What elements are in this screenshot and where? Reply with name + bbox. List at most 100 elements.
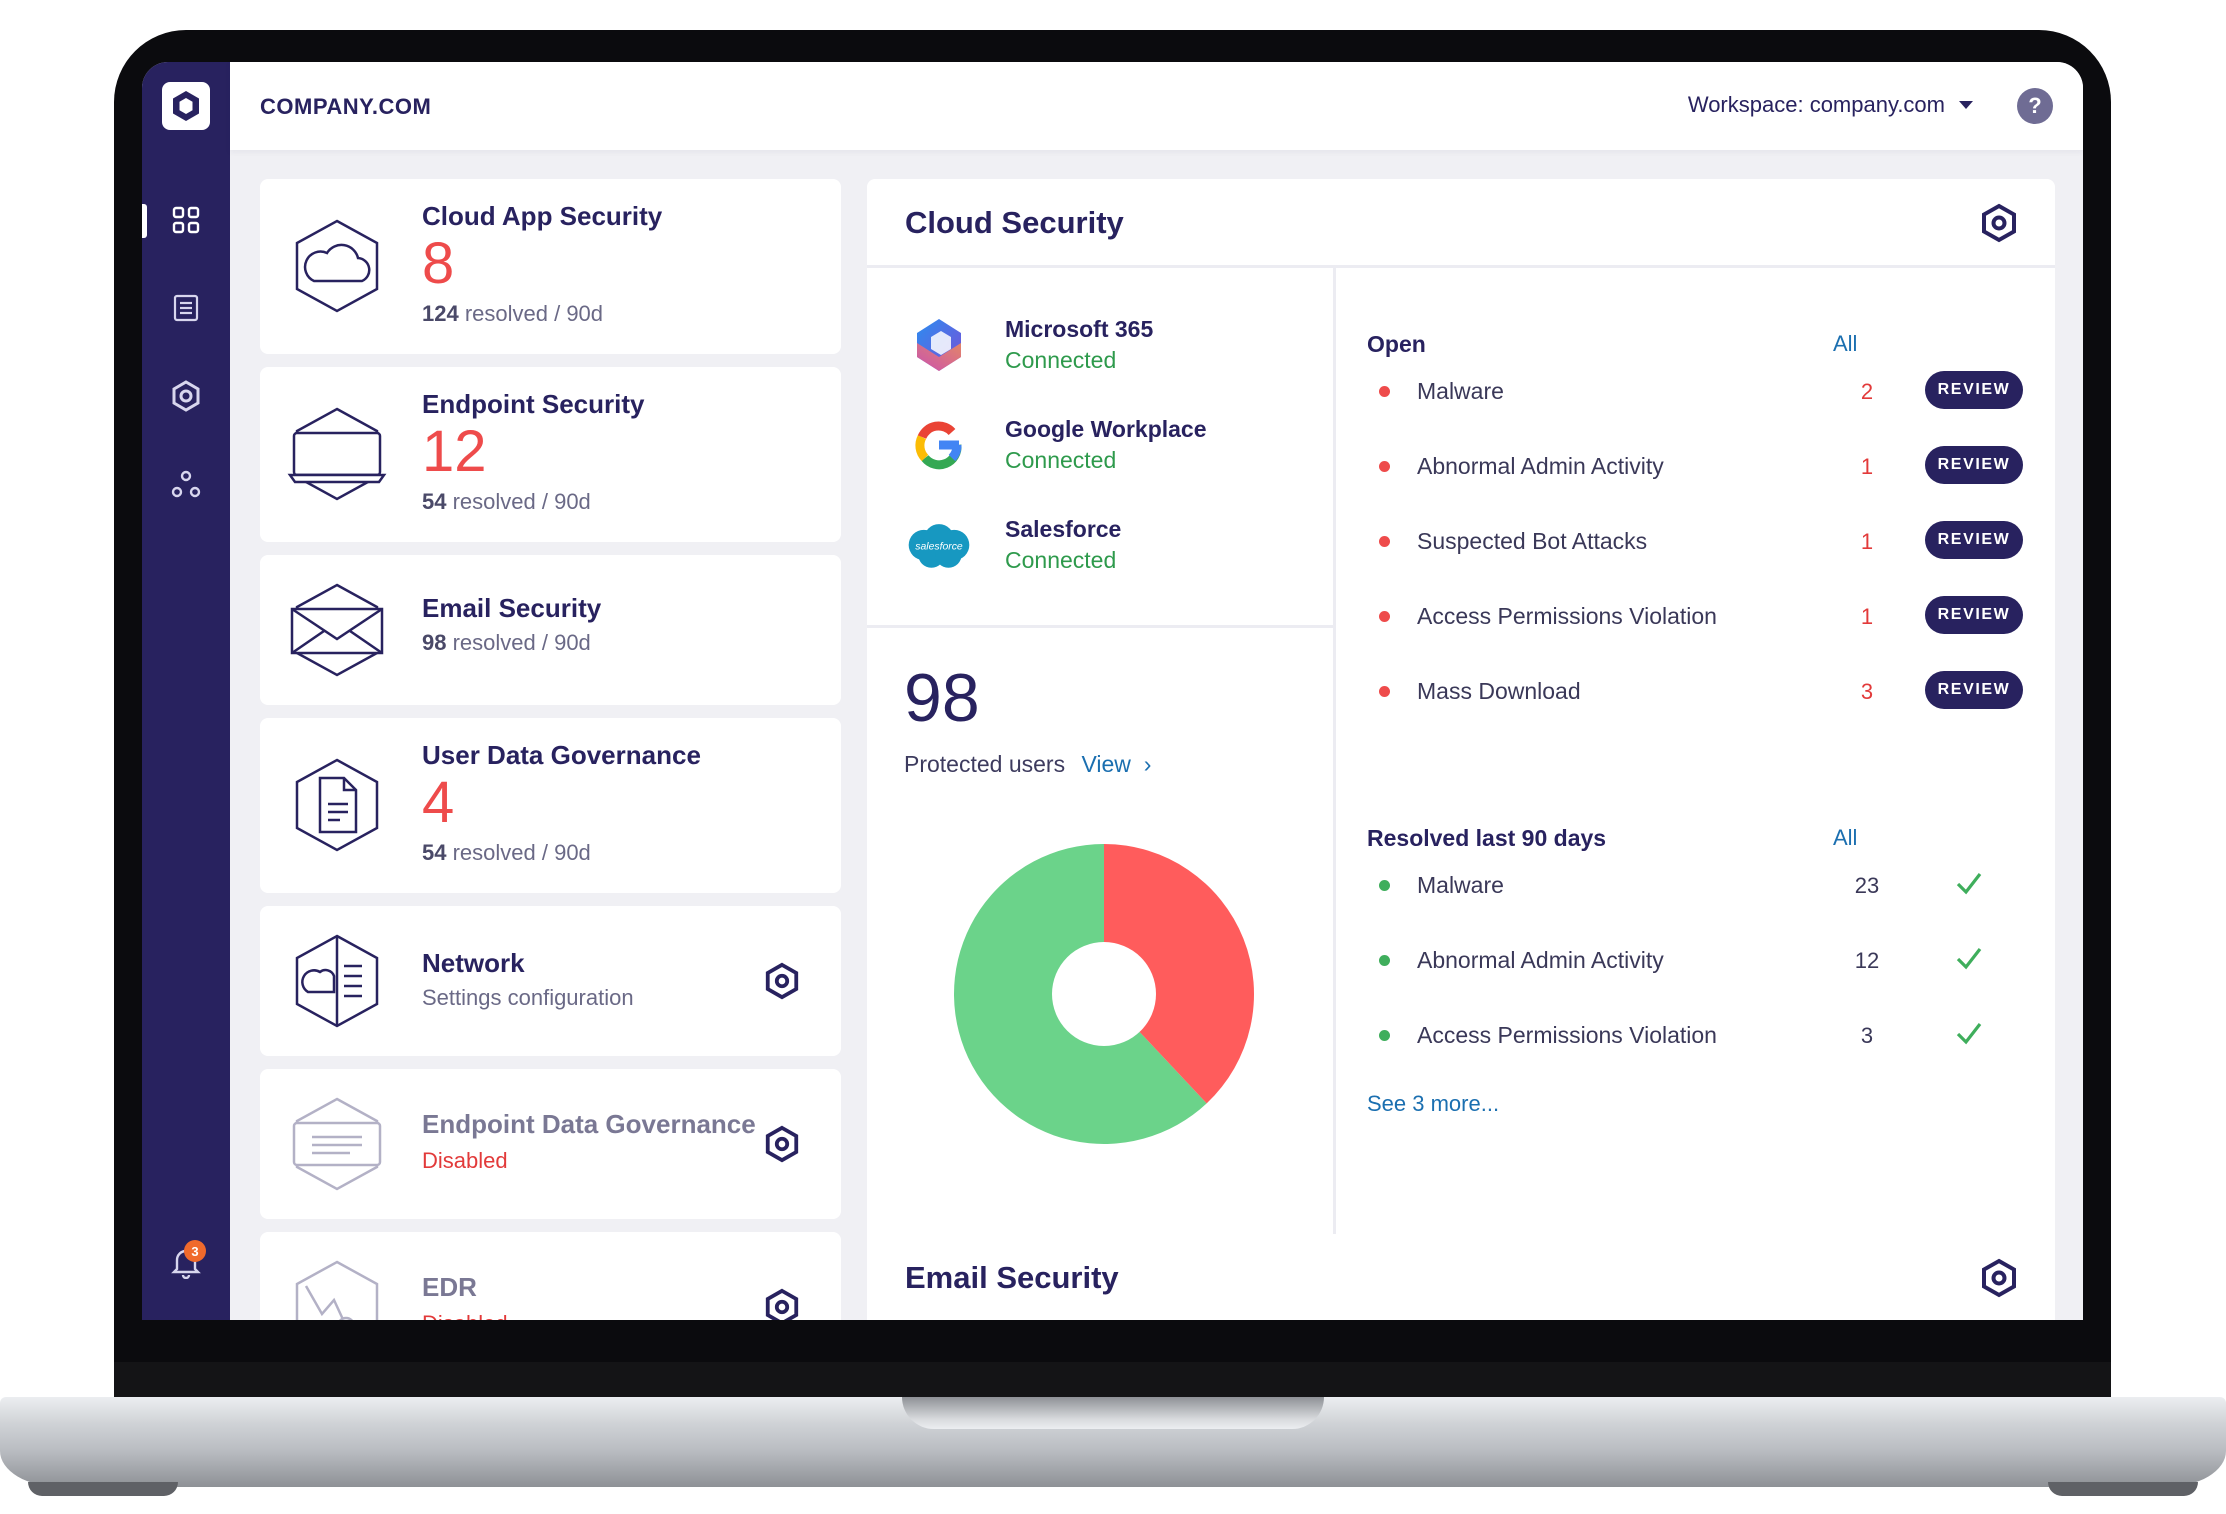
connection-google-workplace[interactable]: Google Workplace Connected — [903, 409, 1207, 481]
salesforce-logo-text: salesforce — [915, 542, 963, 553]
chevron-right-icon: › — [1143, 751, 1152, 777]
divider — [867, 265, 2055, 268]
open-alert-row[interactable]: Abnormal Admin Activity 1 REVIEW — [1367, 446, 2027, 486]
resolved-alert-row[interactable]: Access Permissions Violation 3 — [1367, 1015, 2027, 1055]
module-title: Endpoint Data Governance — [422, 1109, 756, 1139]
connection-microsoft-365[interactable]: Microsoft 365 Connected — [903, 309, 1153, 381]
status-dot — [1379, 686, 1390, 697]
resolved-all-link[interactable]: All — [1833, 825, 1858, 850]
module-title: Endpoint Security — [422, 389, 645, 419]
notifications-button[interactable]: 3 — [164, 1240, 208, 1284]
connection-status: Connected — [1005, 447, 1117, 473]
protected-users-count: 98 — [904, 660, 980, 736]
alert-count: 2 — [1860, 379, 1874, 404]
hex-gear-icon — [172, 380, 200, 412]
laptop-notch — [902, 1397, 1324, 1429]
view-users-link[interactable]: View › — [1081, 751, 1152, 777]
protected-users-row: Protected users View › — [904, 751, 1151, 778]
cloud-hexagon-icon — [295, 219, 379, 313]
alert-count: 3 — [1860, 679, 1874, 704]
email-security-panel: Email Security — [867, 1234, 2055, 1320]
review-button[interactable]: REVIEW — [1925, 521, 2023, 559]
hex-gear-icon[interactable] — [1979, 203, 2019, 243]
module-resolved-text: 54 resolved / 90d — [422, 839, 591, 865]
status-dot — [1379, 880, 1390, 891]
module-card-user-data-governance[interactable]: User Data Governance 4 54 resolved / 90d — [260, 718, 841, 893]
open-heading: Open — [1367, 331, 1426, 357]
connection-salesforce[interactable]: salesforce Salesforce Connected — [903, 509, 1121, 581]
sidebar-item-reports[interactable] — [142, 280, 230, 336]
app-logo[interactable] — [162, 82, 210, 130]
module-alert-count: 4 — [422, 770, 455, 835]
status-dot — [1379, 536, 1390, 547]
module-card-network[interactable]: Network Settings configuration — [260, 906, 841, 1056]
status-dot — [1379, 955, 1390, 966]
alert-count: 1 — [1860, 604, 1874, 629]
module-card-endpoint-security[interactable]: Endpoint Security 12 54 resolved / 90d — [260, 367, 841, 542]
salesforce-logo-icon: salesforce — [903, 509, 975, 581]
notification-count-badge: 3 — [184, 1240, 206, 1262]
laptop-foot-right — [2048, 1482, 2198, 1496]
open-alert-row[interactable]: Access Permissions Violation 1 REVIEW — [1367, 596, 2027, 636]
alert-count: 1 — [1860, 454, 1874, 479]
connection-name: Microsoft 365 — [1005, 316, 1154, 342]
network-server-hexagon-icon — [295, 934, 379, 1028]
connection-name: Salesforce — [1005, 516, 1122, 542]
nodes-icon — [171, 470, 201, 498]
status-dot — [1379, 611, 1390, 622]
open-alert-row[interactable]: Suspected Bot Attacks 1 REVIEW — [1367, 521, 2027, 561]
workspace-label: Workspace: company.com — [1687, 92, 1945, 117]
checkmark-icon — [1956, 873, 1982, 895]
divider — [867, 625, 1333, 628]
alert-label: Access Permissions Violation — [1417, 603, 1717, 629]
module-card-email-security[interactable]: Email Security 98 resolved / 90d — [260, 555, 841, 705]
hex-gear-icon[interactable] — [1979, 1258, 2019, 1298]
connection-status: Connected — [1005, 347, 1117, 373]
resolved-heading: Resolved last 90 days — [1367, 825, 1607, 851]
open-alert-row[interactable]: Malware 2 REVIEW — [1367, 371, 2027, 411]
review-button[interactable]: REVIEW — [1925, 596, 2023, 634]
resolved-alert-row[interactable]: Abnormal Admin Activity 12 — [1367, 940, 2027, 980]
module-alert-count: 12 — [422, 419, 487, 484]
module-title: Email Security — [422, 593, 602, 623]
review-button[interactable]: REVIEW — [1925, 371, 2023, 409]
hex-gear-icon[interactable] — [763, 1288, 801, 1320]
alert-label: Malware — [1417, 378, 1504, 404]
monitor-hexagon-icon — [292, 1097, 382, 1191]
microsoft-365-logo-icon — [903, 309, 975, 381]
module-card-endpoint-data-governance[interactable]: Endpoint Data Governance Disabled — [260, 1069, 841, 1219]
alert-label: Malware — [1417, 872, 1504, 898]
module-title: Cloud App Security — [422, 201, 663, 231]
company-name: COMPANY.COM — [260, 94, 432, 119]
protected-users-label: Protected users — [904, 751, 1066, 777]
resolved-alert-row[interactable]: Malware 23 — [1367, 865, 2027, 905]
donut-hole — [1052, 942, 1156, 1046]
hex-gear-icon[interactable] — [763, 962, 801, 1000]
module-title: Network — [422, 948, 525, 978]
sidebar-item-settings[interactable] — [142, 368, 230, 424]
review-button[interactable]: REVIEW — [1925, 446, 2023, 484]
document-hexagon-icon — [295, 758, 379, 852]
sidebar-item-dashboard[interactable] — [142, 192, 230, 248]
status-dot — [1379, 461, 1390, 472]
module-resolved-text: 124 resolved / 90d — [422, 300, 604, 326]
alert-label: Access Permissions Violation — [1417, 1022, 1717, 1048]
open-alert-row[interactable]: Mass Download 3 REVIEW — [1367, 671, 2027, 711]
workspace-selector[interactable]: Workspace: company.com — [1688, 92, 1973, 118]
checkmark-icon — [1956, 948, 1982, 970]
module-card-cloud-app-security[interactable]: Cloud App Security 8 124 resolved / 90d — [260, 179, 841, 354]
alert-count: 23 — [1854, 873, 1880, 898]
alert-count: 12 — [1854, 948, 1880, 973]
top-bar: COMPANY.COM Workspace: company.com ? — [230, 62, 2083, 150]
hex-gear-icon[interactable] — [763, 1125, 801, 1163]
alerts-donut-chart — [954, 844, 1254, 1144]
help-button[interactable]: ? — [2017, 88, 2053, 124]
alert-label: Abnormal Admin Activity — [1417, 947, 1664, 973]
open-all-link[interactable]: All — [1833, 331, 1858, 356]
review-button[interactable]: REVIEW — [1925, 671, 2023, 709]
see-more-link[interactable]: See 3 more... — [1367, 1091, 1500, 1116]
module-card-edr[interactable]: EDR Disabled — [260, 1232, 841, 1320]
edr-hexagon-icon — [295, 1260, 379, 1320]
sidebar-item-integrations[interactable] — [142, 456, 230, 512]
module-status: Disabled — [422, 1148, 508, 1173]
